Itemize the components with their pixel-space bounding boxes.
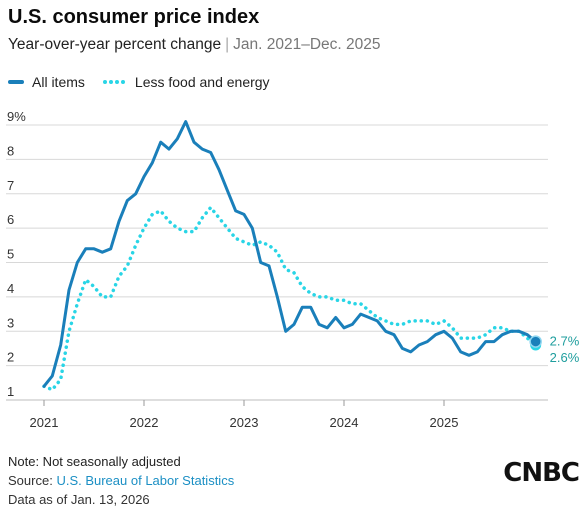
legend: All items Less food and energy: [8, 74, 288, 90]
y-tick-label: 5: [7, 247, 14, 262]
cnbc-logo: CNBC: [503, 458, 580, 488]
y-tick-label: 2: [7, 350, 14, 365]
x-tick-label: 2021: [30, 415, 59, 430]
source-prefix: Source:: [8, 473, 53, 488]
subtitle-date-range: Jan. 2021–Dec. 2025: [233, 36, 381, 53]
y-tick-label: 7: [7, 178, 14, 193]
legend-swatch-dotted: [102, 80, 127, 84]
legend-label-all-items: All items: [32, 74, 85, 90]
footer-source: Source: U.S. Bureau of Labor Statistics: [8, 473, 234, 488]
series-line-less-food-and-energy: [42, 205, 538, 392]
series-line-all-items: [42, 120, 538, 388]
y-tick-label: 3: [7, 315, 14, 330]
subtitle-main: Year-over-year percent change: [8, 36, 222, 53]
y-tick-label: 9%: [7, 109, 26, 124]
chart-title: U.S. consumer price index: [8, 6, 260, 28]
x-tick-label: 2022: [130, 415, 159, 430]
legend-label-core: Less food and energy: [134, 74, 270, 90]
end-label-less-food-and-energy: 2.6%: [550, 350, 580, 365]
end-label-all-items: 2.7%: [550, 334, 580, 349]
x-tick-label: 2025: [430, 415, 459, 430]
legend-item-all-items: All items: [8, 74, 85, 90]
chart-subtitle: Year-over-year percent change | Jan. 2021–…: [8, 36, 381, 54]
source-link[interactable]: U.S. Bureau of Labor Statistics: [56, 473, 235, 488]
x-tick-label: 2023: [230, 415, 259, 430]
y-tick-label: 8: [7, 143, 14, 158]
footer-data-date: Data as of Jan. 13, 2026: [8, 492, 150, 507]
x-tick-label: 2024: [330, 415, 359, 430]
legend-item-core: Less food and energy: [102, 74, 270, 90]
end-marker-all-items: [529, 335, 542, 348]
legend-swatch-solid: [8, 80, 24, 84]
y-tick-label: 4: [7, 281, 14, 296]
y-tick-label: 6: [7, 212, 14, 227]
subtitle-separator: |: [225, 36, 230, 53]
footer-note: Note: Not seasonally adjusted: [8, 454, 181, 469]
y-tick-label: 1: [7, 384, 14, 399]
